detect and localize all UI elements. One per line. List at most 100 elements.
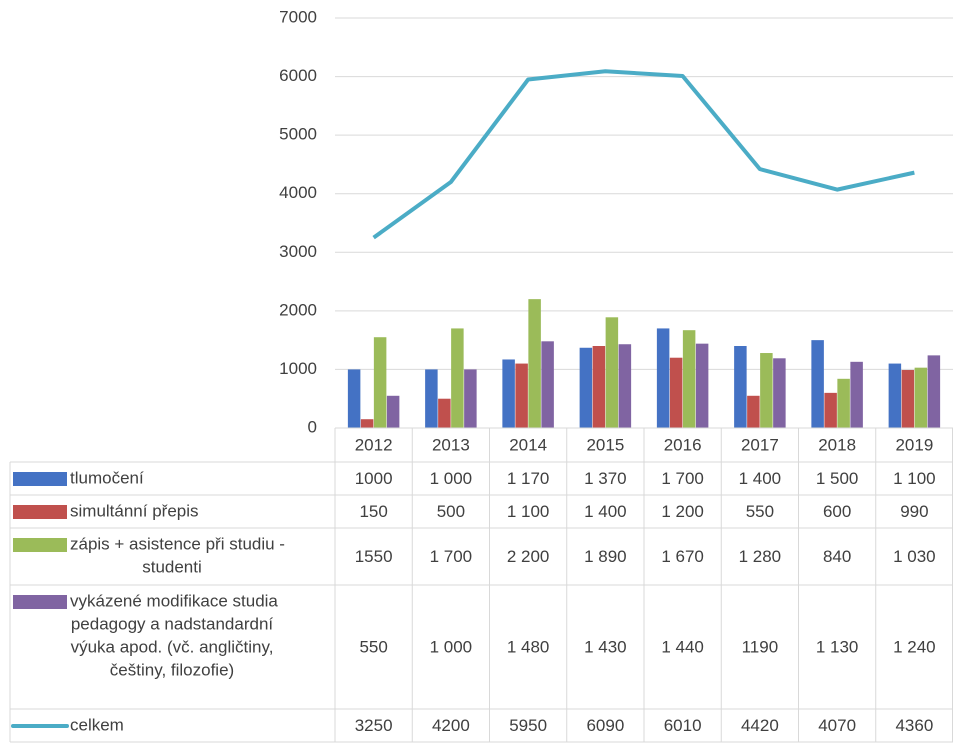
bar	[592, 346, 606, 428]
bar	[438, 398, 451, 428]
bar	[515, 363, 528, 428]
x-tick-label: 2017	[741, 435, 779, 454]
table-cell-value: 1 670	[661, 547, 704, 566]
table-cell-value: 990	[900, 502, 928, 521]
x-tick-label: 2014	[509, 435, 547, 454]
bar	[360, 419, 374, 428]
bar	[837, 378, 850, 428]
legend-key	[13, 538, 67, 552]
bar	[734, 346, 747, 428]
table-cell-value: 1 700	[430, 547, 473, 566]
table-cell-value: 1 280	[739, 547, 782, 566]
y-tick-label: 4000	[279, 183, 317, 202]
x-tick-label: 2013	[432, 435, 470, 454]
y-tick-label: 7000	[279, 7, 317, 26]
series-name: vykázené modifikace studia	[70, 591, 278, 610]
table-cell-value: 1 100	[507, 502, 550, 521]
table-cell-value: 5950	[509, 716, 547, 735]
table-row: celkem 3250 4200 5950 6090 6010 4420 4070 4360	[11, 715, 933, 735]
bar	[541, 341, 554, 428]
table-cell-value: 4360	[895, 716, 933, 735]
y-tick-label: 0	[308, 417, 317, 436]
table-cell-value: 1 400	[584, 502, 627, 521]
y-axis: 0 1000 2000 3000 4000 5000 6000 7000	[279, 7, 317, 436]
table-cell-value: 1 890	[584, 547, 627, 566]
bar	[386, 395, 400, 428]
series-name: tlumočení	[70, 468, 144, 487]
table-cell-value: 4070	[818, 716, 856, 735]
x-tick-label: 2015	[586, 435, 624, 454]
table-cell-value: 4420	[741, 716, 779, 735]
table-cell-value: 1 370	[584, 469, 627, 488]
bar	[669, 357, 683, 428]
table-row: tlumočení 1000 1 000 1 170 1 370 1 700 1 400 1 …	[13, 468, 936, 488]
bar	[901, 370, 915, 428]
table-cell-value: 1 130	[816, 637, 859, 656]
table-cell-value: 2 200	[507, 547, 550, 566]
table-cell-value: 1 500	[816, 469, 859, 488]
table-cell-value: 550	[359, 637, 387, 656]
x-tick-label: 2016	[664, 435, 702, 454]
line-series	[372, 69, 915, 240]
table-cell-value: 1190	[742, 637, 779, 656]
table-cell-value: 1 000	[430, 637, 473, 656]
table-cell-value: 500	[437, 502, 465, 521]
table-cell-value: 1 030	[893, 547, 936, 566]
series-name: celkem	[70, 715, 124, 734]
legend-key	[13, 472, 67, 486]
bar	[811, 340, 824, 428]
table-header-row: 2012 2013 2014 2015 2016 2017 2018 2019	[355, 435, 934, 454]
table-cell-value: 3250	[355, 716, 393, 735]
table-row: zápis + asistence při studiu - studenti 15…	[13, 534, 936, 576]
bar	[695, 343, 709, 428]
table-cell-value: 600	[823, 502, 851, 521]
table-cell-value: 550	[746, 502, 774, 521]
bar	[464, 369, 477, 428]
line-celkem	[372, 69, 915, 240]
table-cell-value: 1 000	[430, 469, 473, 488]
y-tick-label: 1000	[279, 359, 317, 378]
table-cell-value: 1 240	[893, 637, 936, 656]
y-tick-label: 6000	[279, 66, 317, 85]
table-row: vykázené modifikace studia pedagogy a nad…	[13, 591, 936, 679]
table-cell-value: 1000	[355, 469, 393, 488]
bar	[824, 392, 837, 428]
bar	[579, 347, 593, 428]
bar	[451, 328, 464, 428]
bar	[914, 367, 928, 428]
table-cell-value: 6090	[586, 716, 624, 735]
table-row: simultánní přepis 150 500 1 100 1 400 1 200 55…	[13, 501, 929, 521]
data-table: 2012 2013 2014 2015 2016 2017 2018 2019 tlumočen…	[9, 427, 953, 743]
series-name: češtiny, filozofie)	[110, 660, 234, 679]
table-cell-value: 1 100	[893, 469, 936, 488]
bar	[605, 317, 619, 428]
bar	[682, 330, 696, 428]
bar	[747, 395, 760, 428]
bar	[528, 299, 541, 428]
bar	[656, 328, 670, 428]
bar	[927, 355, 941, 428]
bar	[425, 369, 438, 428]
legend-key	[13, 505, 67, 519]
series-name: studenti	[142, 557, 202, 576]
bar	[347, 369, 361, 428]
table-cell-value: 1 200	[661, 502, 704, 521]
gridlines	[335, 17, 953, 370]
bar	[618, 344, 632, 428]
x-tick-label: 2018	[818, 435, 856, 454]
y-tick-label: 3000	[279, 242, 317, 261]
y-tick-label: 2000	[279, 300, 317, 319]
table-cell-value: 1 430	[584, 637, 627, 656]
series-name: pedagogy a nadstandardní	[71, 614, 274, 633]
table-cell-value: 150	[359, 502, 387, 521]
bar	[773, 358, 786, 428]
x-tick-label: 2019	[895, 435, 933, 454]
bar	[502, 359, 515, 428]
bar	[760, 353, 773, 428]
table-cell-value: 6010	[664, 716, 702, 735]
table-cell-value: 1 480	[507, 637, 550, 656]
table-cell-value: 1 440	[661, 637, 704, 656]
bars	[347, 299, 941, 428]
table-cell-value: 1550	[355, 547, 393, 566]
